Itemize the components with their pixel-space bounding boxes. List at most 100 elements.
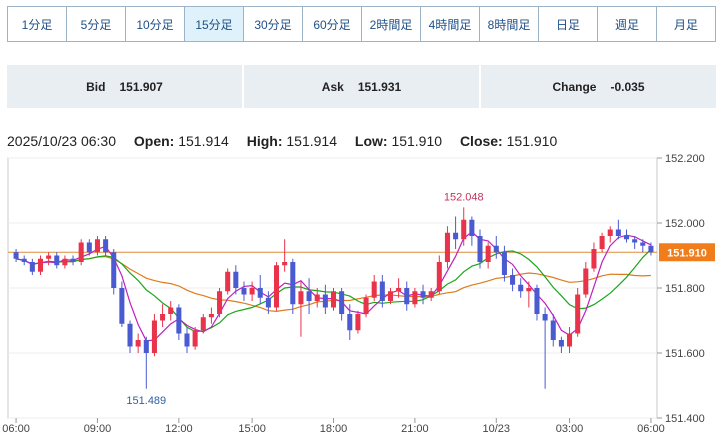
tab-timeframe[interactable]: 60分足 xyxy=(303,7,362,41)
candle-body xyxy=(265,297,271,308)
bid-value: 151.907 xyxy=(119,79,163,94)
high-label: High: xyxy=(246,133,283,149)
price-chart[interactable]: 152.200152.000151.800151.600151.40006:00… xyxy=(0,150,720,439)
candle-body xyxy=(290,262,296,305)
y-tick-label: 151.800 xyxy=(665,283,705,295)
candle-body xyxy=(54,255,60,266)
candle-body xyxy=(176,307,182,334)
candle-body xyxy=(510,275,516,285)
ask-panel: Ask 151.931 xyxy=(244,65,479,108)
y-tick-label: 152.000 xyxy=(665,218,705,230)
candle-body xyxy=(615,229,621,236)
candle-body xyxy=(233,271,239,288)
candle-body xyxy=(444,232,450,262)
x-tick-label: 03:00 xyxy=(556,423,584,435)
candle-body xyxy=(151,320,157,353)
candle-body xyxy=(111,252,117,288)
candle-body xyxy=(70,258,76,262)
candle-body xyxy=(103,239,109,253)
x-tick-label: 12:00 xyxy=(165,423,193,435)
candle-body xyxy=(217,291,223,314)
current-price-tag xyxy=(659,243,715,262)
candle-body xyxy=(119,288,125,324)
tab-timeframe[interactable]: 週足 xyxy=(598,7,657,41)
candle-body xyxy=(534,288,540,314)
tab-timeframe[interactable]: 日足 xyxy=(539,7,598,41)
tab-timeframe[interactable]: 月足 xyxy=(673,17,698,32)
candle-body xyxy=(94,239,100,253)
candle-body xyxy=(363,297,369,314)
low-label: Low: xyxy=(354,133,388,149)
x-tick-label: 18:00 xyxy=(320,423,348,435)
open-value: 151.914 xyxy=(178,133,229,149)
candle-body xyxy=(306,291,312,301)
candle-body xyxy=(542,314,548,321)
low-value: 151.910 xyxy=(391,133,443,149)
tab-timeframe[interactable]: 10分足 xyxy=(126,7,185,41)
tab-timeframe[interactable]: 1分足 xyxy=(8,7,67,41)
candle-body xyxy=(192,330,198,347)
x-tick-label: 09:00 xyxy=(84,423,112,435)
tab-timeframe[interactable]: 15分足 xyxy=(185,7,244,41)
tab-timeframe[interactable]: 2時間足 xyxy=(362,7,421,41)
x-tick-label: 10/23 xyxy=(483,423,511,435)
tab-timeframe[interactable]: 30分足 xyxy=(244,7,303,41)
candle-body xyxy=(257,288,263,298)
candle-body xyxy=(355,314,361,331)
high-value: 151.914 xyxy=(286,133,337,149)
candle-body xyxy=(330,291,337,308)
candle-body xyxy=(29,262,35,272)
candle-body xyxy=(37,258,44,272)
candle-body xyxy=(379,281,385,301)
candle-body xyxy=(143,340,149,353)
y-tick-label: 151.600 xyxy=(665,348,705,360)
candle-body xyxy=(46,255,52,259)
candle-body xyxy=(168,307,174,314)
current-price-tag-label: 151.910 xyxy=(667,247,707,259)
y-tick-label: 151.400 xyxy=(665,413,705,425)
tab-timeframe[interactable]: 8時間足 xyxy=(480,7,539,41)
candle-body xyxy=(477,236,483,262)
candle-body xyxy=(493,245,499,253)
candle-body xyxy=(339,291,345,314)
candle-body xyxy=(78,242,84,262)
candle-body xyxy=(648,245,654,253)
ohlc-readout: 2025/10/23 06:30 Open: 151.914 High: 151… xyxy=(7,133,557,149)
candle-body xyxy=(453,232,459,240)
bid-label: Bid xyxy=(86,79,106,94)
x-tick-label: 21:00 xyxy=(401,423,429,435)
candle-body xyxy=(241,288,247,295)
tab-timeframe[interactable]: 5分足 xyxy=(67,7,126,41)
candle-body xyxy=(469,219,475,236)
low-annotation: 151.489 xyxy=(126,395,166,407)
candle-body xyxy=(249,288,255,295)
candle-body xyxy=(387,291,393,301)
x-tick-label: 06:00 xyxy=(637,423,665,435)
candle-body xyxy=(436,262,442,292)
candle-body xyxy=(518,284,524,292)
candle-body xyxy=(314,294,320,301)
candle-body xyxy=(591,249,597,269)
close-label: Close: xyxy=(459,133,503,149)
tab-timeframe[interactable]: 4時間足 xyxy=(421,7,480,41)
candle-body xyxy=(428,291,434,298)
candle-body xyxy=(461,219,467,240)
candle-body xyxy=(135,340,141,347)
change-label: Change xyxy=(552,79,597,94)
candle-body xyxy=(184,333,190,347)
candle-body xyxy=(13,252,19,259)
candle-body xyxy=(322,294,328,308)
candle-body xyxy=(225,271,231,292)
candle-body xyxy=(200,317,206,331)
candle-body xyxy=(160,314,166,321)
high-annotation: 152.048 xyxy=(444,191,484,203)
candle-body xyxy=(371,281,377,298)
candle-body xyxy=(550,320,556,340)
open-label: Open: xyxy=(133,133,175,149)
candle-body xyxy=(404,288,410,305)
candle-body xyxy=(298,291,304,305)
candle-body xyxy=(127,323,133,347)
x-tick-label: 15:00 xyxy=(238,423,266,435)
candle-body xyxy=(86,242,92,253)
candle-body xyxy=(501,252,507,275)
